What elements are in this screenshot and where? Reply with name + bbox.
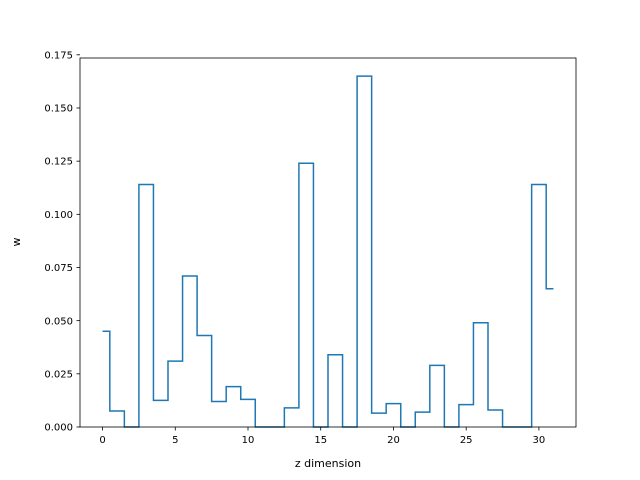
y-tick-label: 0.000 [44, 423, 73, 434]
plot-area [102, 75, 554, 428]
y-tick-label: 0.100 [44, 210, 73, 221]
x-tick-label: 15 [314, 435, 327, 446]
x-tick-label: 20 [387, 435, 400, 446]
y-tick-label: 0.175 [44, 50, 73, 61]
y-tick-label: 0.075 [44, 263, 73, 274]
y-tick-label: 0.050 [44, 316, 73, 327]
y-tick-label: 0.025 [44, 369, 73, 380]
x-tick-label: 25 [460, 435, 473, 446]
x-axis-label: z dimension [295, 457, 361, 470]
y-tick-label: 0.150 [44, 104, 73, 115]
x-tick-label: 0 [99, 435, 105, 446]
step-series-line [102, 75, 554, 428]
x-tick-label: 5 [172, 435, 178, 446]
y-axis-ticks: 0.000 0.025 0.050 0.075 0.100 0.125 0.150 0.175 [44, 50, 80, 434]
x-tick-label: 10 [242, 435, 255, 446]
axes-frame [79, 57, 577, 428]
x-tick-label: 30 [533, 435, 546, 446]
x-axis-ticks: 0 5 10 15 20 25 30 [99, 427, 545, 446]
y-tick-label: 0.125 [44, 157, 73, 168]
y-axis-label: w [10, 238, 23, 247]
